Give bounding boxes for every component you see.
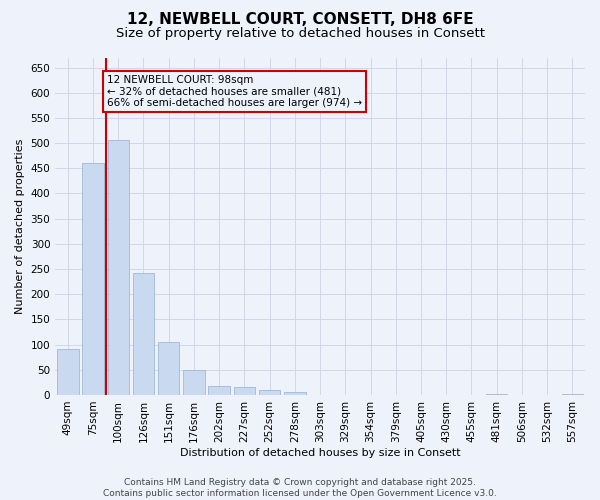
Bar xyxy=(107,140,129,395)
Bar xyxy=(259,390,280,395)
Bar xyxy=(82,164,104,395)
Bar xyxy=(183,370,205,395)
Text: 12 NEWBELL COURT: 98sqm
← 32% of detached houses are smaller (481)
66% of semi-d: 12 NEWBELL COURT: 98sqm ← 32% of detache… xyxy=(107,75,362,108)
Bar xyxy=(284,392,305,395)
Bar xyxy=(158,342,179,395)
Bar xyxy=(208,386,230,395)
X-axis label: Distribution of detached houses by size in Consett: Distribution of detached houses by size … xyxy=(180,448,460,458)
Bar xyxy=(486,394,508,395)
Text: Size of property relative to detached houses in Consett: Size of property relative to detached ho… xyxy=(115,28,485,40)
Y-axis label: Number of detached properties: Number of detached properties xyxy=(15,138,25,314)
Bar xyxy=(57,348,79,395)
Bar xyxy=(133,273,154,395)
Bar xyxy=(562,394,583,395)
Text: Contains HM Land Registry data © Crown copyright and database right 2025.
Contai: Contains HM Land Registry data © Crown c… xyxy=(103,478,497,498)
Bar xyxy=(233,388,255,395)
Text: 12, NEWBELL COURT, CONSETT, DH8 6FE: 12, NEWBELL COURT, CONSETT, DH8 6FE xyxy=(127,12,473,28)
